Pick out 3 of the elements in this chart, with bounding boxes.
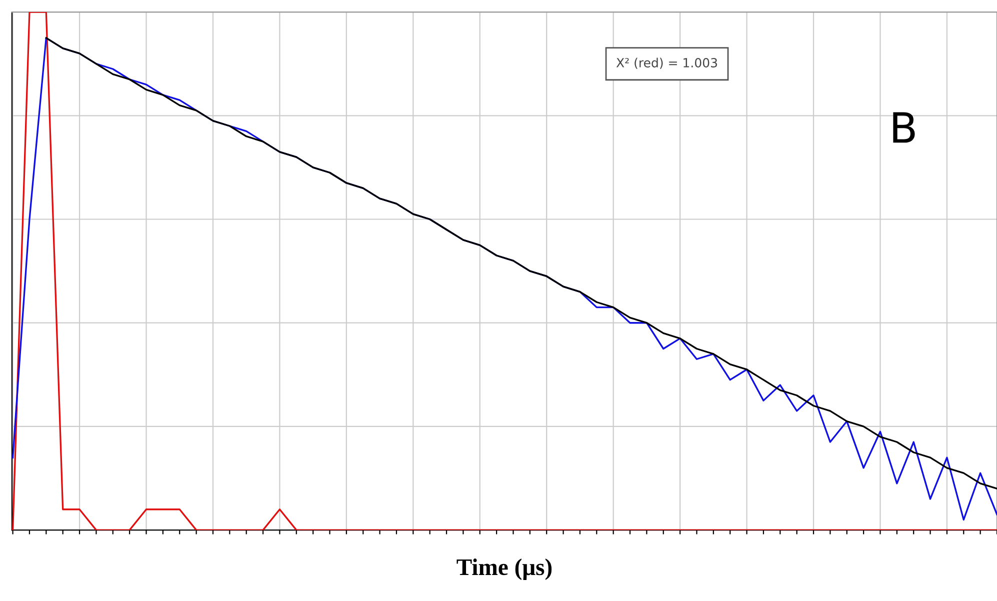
annotation: B [893, 112, 915, 143]
annotation: X² (red) = 1.003 [616, 58, 718, 69]
x-axis-title: Time (μs) [456, 558, 552, 580]
